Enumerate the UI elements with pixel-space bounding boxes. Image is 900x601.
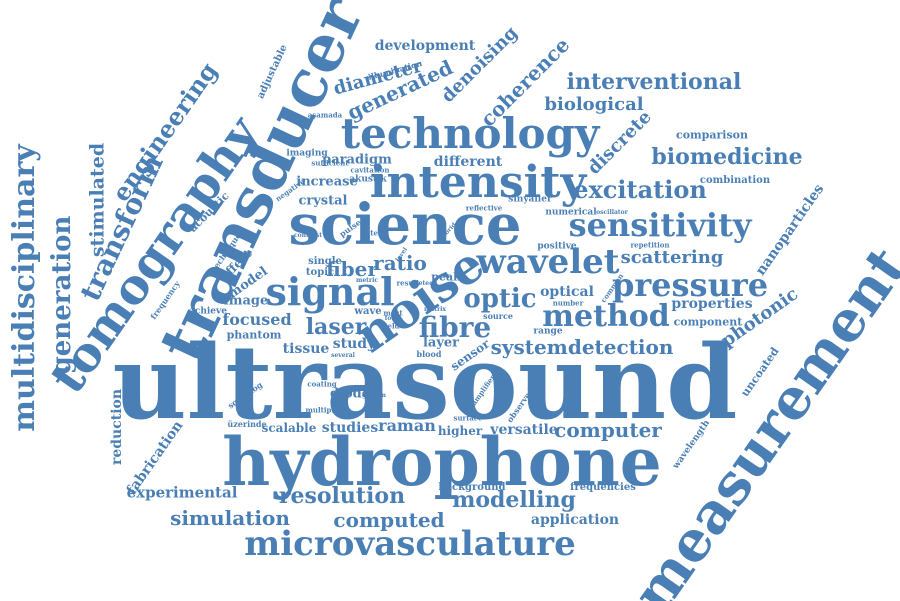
word-reflective: reflective bbox=[465, 203, 503, 213]
word-several: several bbox=[331, 352, 355, 359]
word-ultrasound: ultrasound bbox=[112, 323, 738, 443]
word-numerical: numerical bbox=[545, 207, 597, 218]
word-multiple: multiple bbox=[305, 405, 339, 415]
word-number: number bbox=[552, 298, 584, 308]
word-simulation: simulation bbox=[170, 506, 290, 530]
word-surface: surface bbox=[453, 413, 483, 423]
word-oscillator: oscillator bbox=[596, 209, 628, 216]
word-phantom: phantom bbox=[226, 328, 282, 342]
word-blood: blood bbox=[416, 349, 442, 359]
word-raman: raman bbox=[378, 416, 436, 435]
word-development: development bbox=[374, 38, 476, 54]
word-peak: peak bbox=[431, 270, 461, 284]
word-hydrophone: hydrophone bbox=[222, 423, 662, 501]
word-experimental: experimental bbox=[126, 483, 238, 502]
word-computer: computer bbox=[554, 418, 662, 442]
word-excitation: excitation bbox=[573, 175, 707, 204]
word-optical: optical bbox=[540, 284, 594, 300]
word-laser: laser bbox=[305, 314, 367, 340]
word-focus: focus bbox=[435, 283, 457, 293]
word-imaging: imaging bbox=[286, 148, 328, 159]
word-resolution: resolution bbox=[278, 483, 406, 509]
word-method: method bbox=[542, 299, 670, 334]
word-sufficient: sufficient bbox=[311, 158, 349, 168]
word-frequencies: frequencies bbox=[570, 482, 636, 493]
word-contrast: contrast bbox=[294, 232, 322, 239]
word-biomedicine: biomedicine bbox=[651, 144, 803, 170]
word-optic: optic bbox=[463, 284, 537, 314]
word-microvasculature: microvasculature bbox=[244, 524, 576, 564]
word-biological: biological bbox=[544, 94, 644, 115]
word-reduction: reduction bbox=[109, 388, 125, 466]
word-coating: coating bbox=[307, 379, 337, 389]
word-properties: properties bbox=[671, 296, 753, 312]
word-repetition: repetition bbox=[630, 240, 670, 250]
word-fiber: fiber bbox=[326, 257, 378, 281]
word-fibre: fibre bbox=[418, 311, 492, 344]
word-uzerinde: üzerinde bbox=[227, 419, 267, 429]
word-diode: diode bbox=[329, 386, 371, 402]
word-layer: layer bbox=[422, 335, 460, 351]
word-component: component bbox=[673, 315, 743, 329]
word-asamada: aşamada bbox=[307, 110, 343, 120]
word-lateral: lateral bbox=[363, 228, 389, 238]
word-stimulated: stimulated bbox=[86, 142, 109, 258]
word-application: application bbox=[530, 512, 620, 528]
word-akustik: akustik bbox=[349, 174, 387, 185]
word-technology: technology bbox=[340, 109, 600, 158]
word-range: range bbox=[533, 326, 563, 337]
word-paradigm: paradigm bbox=[322, 152, 392, 168]
word-nanoparticles: nanoparticles bbox=[752, 181, 828, 279]
word-crystal: crystal bbox=[298, 193, 348, 209]
word-sinyaller: sinyaller bbox=[508, 194, 552, 205]
word-versatile: versatile bbox=[490, 422, 558, 438]
word-tissue: tissue bbox=[282, 341, 330, 357]
word-cavitation: cavitation bbox=[350, 165, 390, 175]
word-study: study bbox=[332, 336, 376, 352]
word-detect: detect bbox=[414, 280, 436, 287]
word-different: different bbox=[433, 154, 503, 170]
word-signal: signal bbox=[265, 269, 395, 314]
word-pressure: pressure bbox=[611, 266, 769, 304]
word-ratio: ratio bbox=[373, 251, 427, 275]
word-scattering: scattering bbox=[620, 247, 724, 268]
word-matrix: matrix bbox=[423, 306, 447, 313]
word-topic: topic bbox=[305, 267, 335, 278]
word-most: most bbox=[383, 308, 403, 318]
word-increase: increase bbox=[296, 174, 358, 190]
word-studies: studies bbox=[321, 420, 379, 436]
word-focal: focal bbox=[384, 315, 402, 322]
word-wavelet: wavelet bbox=[476, 242, 620, 282]
word-single: single bbox=[308, 256, 342, 267]
word-intensity: intensity bbox=[369, 157, 587, 208]
word-achieve: achieve bbox=[189, 306, 227, 317]
word-combination: combination bbox=[699, 175, 771, 186]
word-science: science bbox=[288, 192, 522, 258]
word-metric: metric bbox=[355, 277, 379, 284]
word-systemdetection: systemdetection bbox=[490, 335, 674, 359]
word-scalable: scalable bbox=[261, 421, 317, 435]
word-modelling: modelling bbox=[452, 487, 576, 513]
word-source: source bbox=[483, 311, 513, 321]
word-sensitivity: sensitivity bbox=[568, 206, 752, 244]
word-result: result bbox=[396, 278, 420, 288]
word-interventional: interventional bbox=[566, 69, 742, 95]
word-higher: higher bbox=[437, 424, 483, 438]
word-field: field bbox=[382, 321, 400, 331]
word-multidisciplinary: multidisciplinary bbox=[7, 144, 42, 432]
word-girisim: girişim bbox=[362, 392, 386, 399]
word-focused: focused bbox=[222, 310, 292, 329]
word-background: background bbox=[438, 482, 506, 493]
word-comparison: comparison bbox=[676, 128, 748, 142]
word-image: image bbox=[223, 293, 269, 309]
word-wave: wave bbox=[354, 306, 382, 317]
word-generation: generation bbox=[47, 215, 77, 375]
word-positive: positive bbox=[537, 241, 577, 252]
word-computed: computed bbox=[333, 508, 445, 532]
